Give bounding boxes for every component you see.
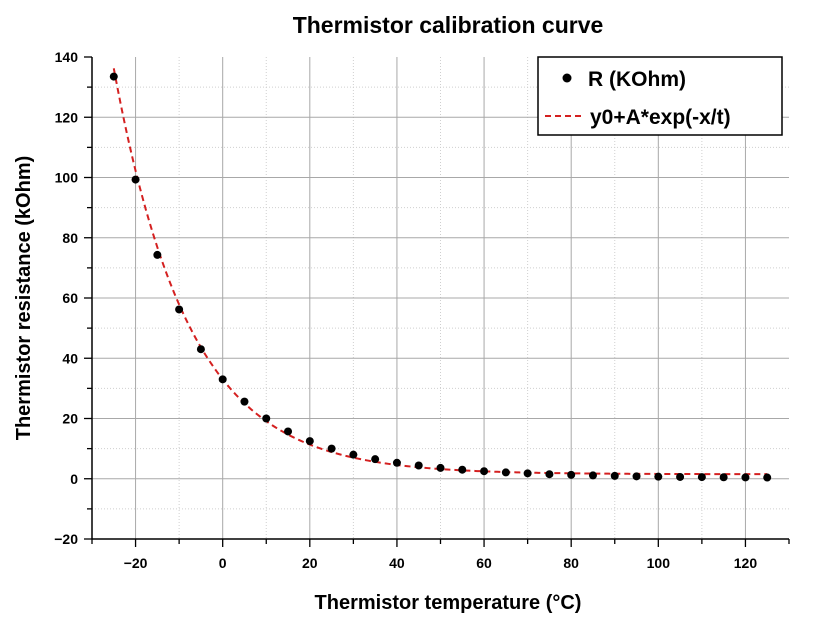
data-point	[305, 437, 314, 446]
data-point	[109, 72, 118, 81]
legend: R (KOhm) y0+A*exp(-x/t)	[537, 56, 783, 136]
data-point	[458, 465, 467, 474]
data-point	[240, 397, 249, 406]
data-point	[719, 473, 728, 482]
data-point	[262, 414, 271, 423]
data-point	[610, 471, 619, 480]
data-point	[131, 175, 140, 184]
data-point	[153, 250, 162, 259]
data-point	[676, 472, 685, 481]
x-tick-label: 60	[476, 555, 492, 571]
data-point	[392, 458, 401, 467]
data-point	[523, 469, 532, 478]
y-tick-label: 20	[62, 411, 78, 427]
x-tick-label: 20	[302, 555, 318, 571]
data-point	[414, 461, 423, 470]
chart-title: Thermistor calibration curve	[293, 12, 604, 38]
legend-box	[537, 56, 783, 136]
y-tick-label: 120	[55, 109, 79, 125]
data-point	[501, 468, 510, 477]
x-tick-label: 120	[734, 555, 758, 571]
grid	[92, 57, 789, 539]
data-point	[284, 427, 293, 436]
x-tick-label: 0	[219, 555, 227, 571]
y-tick-label: 80	[62, 230, 78, 246]
data-point	[763, 473, 772, 482]
data-point	[371, 455, 380, 464]
data-point	[175, 305, 184, 314]
data-point	[741, 473, 750, 482]
y-tick-label: 40	[62, 350, 78, 366]
y-tick-label: 60	[62, 290, 78, 306]
data-point	[218, 375, 227, 384]
data-point	[349, 450, 358, 459]
y-tick-label: −20	[54, 531, 78, 547]
data-point	[632, 472, 641, 481]
legend-marker-points	[562, 73, 572, 83]
legend-label-points: R (KOhm)	[588, 68, 686, 91]
data-point	[196, 345, 205, 354]
x-tick-label: −20	[124, 555, 148, 571]
y-axis-title: Thermistor resistance (kOhm)	[13, 156, 35, 441]
x-axis-title: Thermistor temperature (°C)	[315, 592, 582, 614]
data-point	[327, 444, 336, 453]
data-point	[480, 467, 489, 476]
x-tick-label: 100	[647, 555, 671, 571]
data-points-layer	[109, 72, 772, 482]
data-point	[697, 473, 706, 482]
legend-label-fit: y0+A*exp(-x/t)	[590, 106, 731, 129]
y-tick-label: 0	[70, 471, 78, 487]
axes: −20 0 20 40 60 80 100 120 −20 0 20 40 60 80 100 120 140	[54, 49, 790, 571]
data-point	[588, 471, 597, 480]
data-point	[545, 470, 554, 479]
data-point	[654, 472, 663, 481]
y-tick-label: 100	[55, 170, 79, 186]
x-tick-label: 40	[389, 555, 405, 571]
data-point	[567, 470, 576, 479]
x-tick-label: 80	[563, 555, 579, 571]
data-point	[436, 463, 445, 472]
y-tick-label: 140	[55, 49, 79, 65]
